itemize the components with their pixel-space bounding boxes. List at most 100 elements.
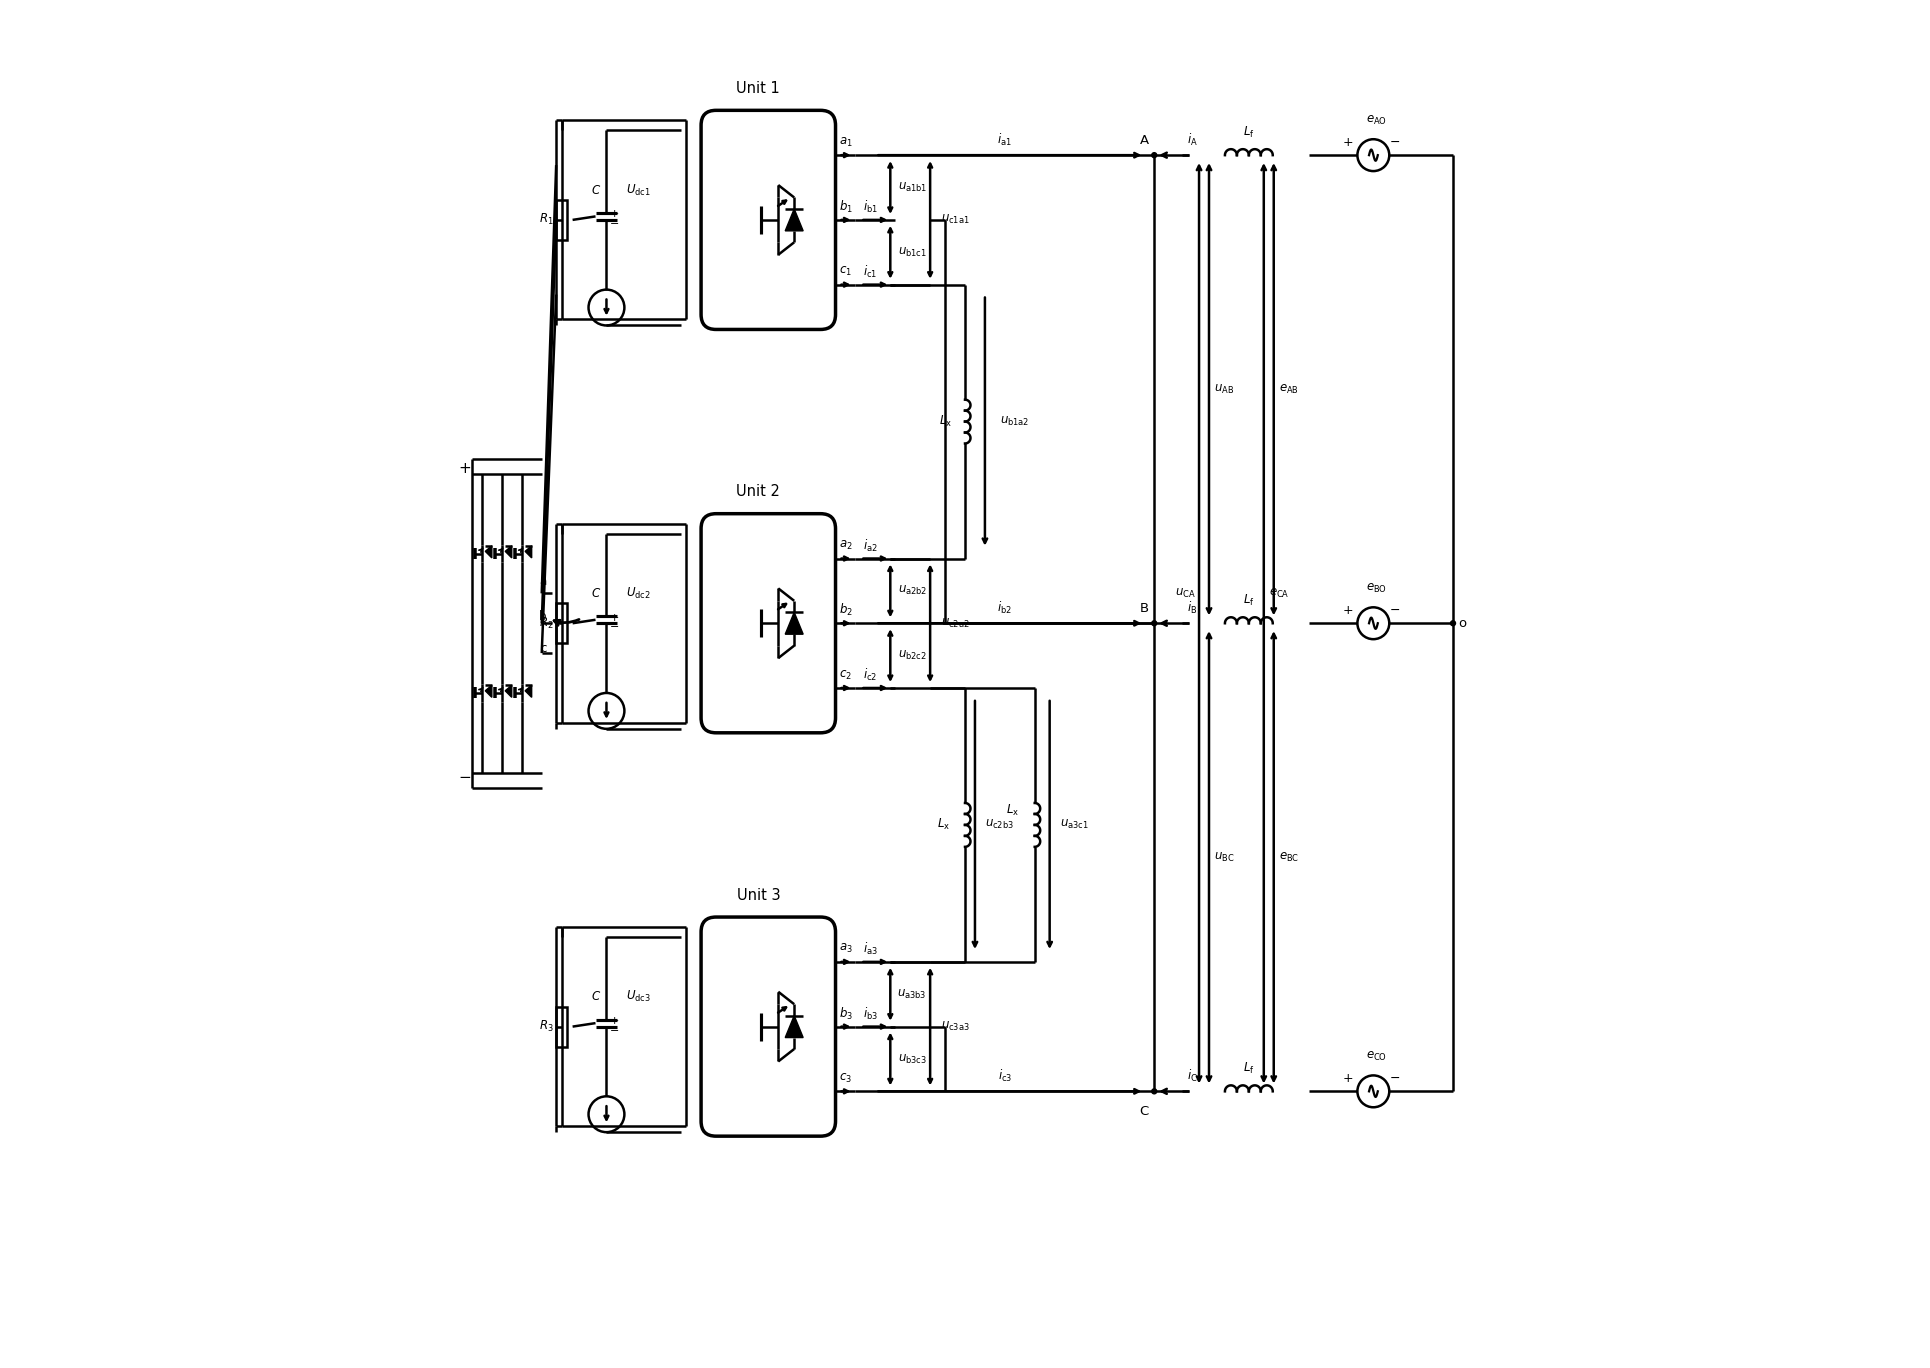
Text: $e_{\rm CA}$: $e_{\rm CA}$ [1268, 587, 1289, 601]
Polygon shape [786, 1015, 803, 1037]
Text: $i_{\rm A}$: $i_{\rm A}$ [1187, 133, 1197, 148]
Text: $u_{\rm b2c2}$: $u_{\rm b2c2}$ [897, 648, 926, 662]
Text: $C$: $C$ [591, 183, 602, 197]
Polygon shape [786, 209, 803, 231]
Text: $U_{\rm dc1}$: $U_{\rm dc1}$ [625, 182, 650, 197]
Text: $R_1$: $R_1$ [538, 212, 554, 227]
Text: $u_{\rm c3a3}$: $u_{\rm c3a3}$ [940, 1021, 969, 1033]
Text: +: + [610, 1016, 620, 1026]
Text: $u_{\rm AB}$: $u_{\rm AB}$ [1214, 383, 1233, 395]
Text: +: + [1343, 603, 1353, 617]
Text: −: − [1390, 135, 1401, 149]
Text: −: − [610, 1026, 620, 1036]
Text: a: a [540, 575, 546, 588]
FancyBboxPatch shape [701, 917, 836, 1137]
Text: +: + [459, 461, 471, 476]
Text: $i_{\rm B}$: $i_{\rm B}$ [1187, 601, 1197, 617]
Text: Unit 2: Unit 2 [737, 484, 780, 499]
Text: $u_{\rm b3c3}$: $u_{\rm b3c3}$ [897, 1052, 926, 1066]
Text: $u_{\rm CA}$: $u_{\rm CA}$ [1175, 587, 1197, 601]
Text: $b_2$: $b_2$ [838, 602, 853, 618]
Text: +: + [610, 613, 620, 622]
Polygon shape [786, 613, 803, 635]
Text: $u_{\rm b1c1}$: $u_{\rm b1c1}$ [897, 246, 926, 259]
Polygon shape [506, 685, 511, 698]
Polygon shape [525, 546, 531, 558]
Text: $u_{\rm a2b2}$: $u_{\rm a2b2}$ [897, 584, 926, 598]
Text: $i_{\rm c2}$: $i_{\rm c2}$ [863, 668, 878, 683]
Text: −: − [459, 770, 471, 785]
Text: c: c [540, 642, 546, 655]
Text: $u_{\rm c1a1}$: $u_{\rm c1a1}$ [940, 213, 969, 227]
Text: A: A [1141, 134, 1148, 146]
Bar [556, 200, 567, 239]
Circle shape [1152, 153, 1156, 157]
Text: $R_3$: $R_3$ [538, 1019, 554, 1034]
Text: $u_{\rm a3b3}$: $u_{\rm a3b3}$ [897, 988, 926, 1001]
Text: o: o [1457, 617, 1467, 629]
Text: −: − [610, 219, 620, 228]
Text: $u_{\rm c2b3}$: $u_{\rm c2b3}$ [986, 818, 1015, 832]
Text: $e_{\rm CO}$: $e_{\rm CO}$ [1366, 1049, 1388, 1063]
Text: −: − [1390, 603, 1401, 617]
Text: $u_{\rm a1b1}$: $u_{\rm a1b1}$ [897, 181, 926, 194]
Text: $L_{\rm x}$: $L_{\rm x}$ [1006, 803, 1019, 818]
Circle shape [1152, 621, 1156, 625]
Polygon shape [525, 685, 531, 698]
Text: $i_{\rm C}$: $i_{\rm C}$ [1187, 1068, 1197, 1085]
Text: $i_{\rm c1}$: $i_{\rm c1}$ [863, 264, 878, 279]
Text: $c_2$: $c_2$ [838, 669, 851, 681]
Text: $L_{\rm f}$: $L_{\rm f}$ [1243, 1060, 1254, 1077]
Polygon shape [484, 685, 492, 698]
FancyBboxPatch shape [701, 514, 836, 733]
Text: $a_1$: $a_1$ [838, 135, 853, 149]
Circle shape [1152, 1089, 1156, 1094]
Text: Unit 1: Unit 1 [737, 81, 780, 96]
Text: $e_{\rm BC}$: $e_{\rm BC}$ [1280, 851, 1299, 863]
Text: $a_2$: $a_2$ [838, 539, 853, 553]
Bar [556, 1007, 567, 1047]
Text: $i_{\rm a3}$: $i_{\rm a3}$ [863, 941, 878, 958]
Text: $u_{\rm a3c1}$: $u_{\rm a3c1}$ [1060, 818, 1089, 832]
Text: $u_{\rm b1a2}$: $u_{\rm b1a2}$ [1000, 415, 1029, 428]
Text: $i_{\rm b3}$: $i_{\rm b3}$ [863, 1005, 878, 1022]
Text: +: + [1343, 1073, 1353, 1085]
FancyBboxPatch shape [701, 111, 836, 330]
Text: $C$: $C$ [591, 587, 602, 601]
Text: $C$: $C$ [591, 990, 602, 1003]
Text: $b_1$: $b_1$ [838, 198, 853, 215]
Text: $i_{\rm b1}$: $i_{\rm b1}$ [863, 198, 878, 215]
Text: b: b [538, 610, 546, 622]
Polygon shape [484, 546, 492, 558]
Text: $i_{\rm a1}$: $i_{\rm a1}$ [998, 133, 1011, 148]
Text: $i_{\rm b2}$: $i_{\rm b2}$ [998, 601, 1013, 617]
Text: C: C [1139, 1105, 1148, 1118]
Text: $e_{\rm AB}$: $e_{\rm AB}$ [1280, 383, 1299, 395]
Text: $u_{\rm BC}$: $u_{\rm BC}$ [1214, 851, 1235, 863]
Text: $e_{\rm BO}$: $e_{\rm BO}$ [1366, 581, 1388, 595]
Text: $c_3$: $c_3$ [838, 1073, 851, 1085]
Text: $b_3$: $b_3$ [838, 1005, 853, 1022]
Bar [556, 603, 567, 643]
Text: −: − [610, 622, 620, 632]
Text: $i_{\rm c3}$: $i_{\rm c3}$ [998, 1068, 1011, 1085]
Text: $L_{\rm f}$: $L_{\rm f}$ [1243, 124, 1254, 140]
Text: $R_2$: $R_2$ [538, 616, 554, 631]
Text: $U_{\rm dc3}$: $U_{\rm dc3}$ [625, 989, 650, 1004]
Text: B: B [1141, 602, 1148, 614]
Text: $U_{\rm dc2}$: $U_{\rm dc2}$ [625, 586, 650, 601]
Text: $L_{\rm f}$: $L_{\rm f}$ [1243, 592, 1254, 607]
Text: $L_{\rm x}$: $L_{\rm x}$ [936, 817, 950, 833]
Text: Unit 3: Unit 3 [737, 888, 780, 903]
Text: $e_{\rm AO}$: $e_{\rm AO}$ [1366, 114, 1388, 127]
Text: $u_{\rm c2a2}$: $u_{\rm c2a2}$ [940, 617, 969, 629]
Text: $c_1$: $c_1$ [838, 265, 851, 278]
Text: +: + [610, 209, 620, 219]
Polygon shape [506, 546, 511, 558]
Circle shape [1451, 621, 1455, 625]
Text: $L_{\rm x}$: $L_{\rm x}$ [938, 415, 951, 430]
Text: −: − [1390, 1073, 1401, 1085]
Text: +: + [1343, 135, 1353, 149]
Text: $a_3$: $a_3$ [838, 943, 853, 955]
Text: $i_{\rm a2}$: $i_{\rm a2}$ [863, 538, 878, 554]
